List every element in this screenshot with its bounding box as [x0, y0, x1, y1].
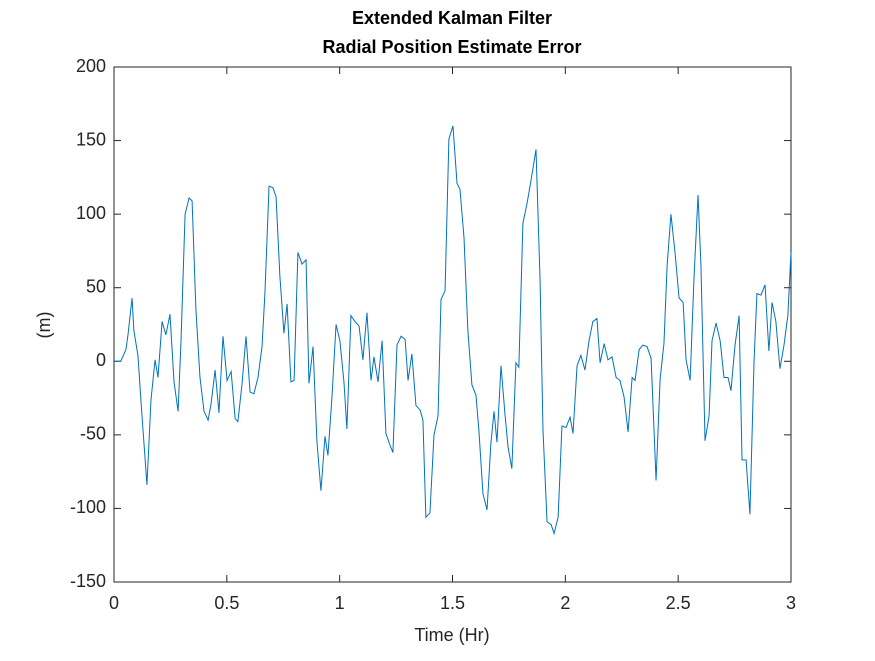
- x-tick-label: 2: [560, 593, 570, 613]
- y-tick-label: 150: [76, 129, 106, 149]
- x-tick-label: 3: [786, 593, 796, 613]
- y-tick-label: -50: [80, 424, 106, 444]
- y-tick-label: 0: [96, 350, 106, 370]
- x-tick-label: 0.5: [214, 593, 239, 613]
- chart-title: Extended Kalman Filter: [352, 8, 552, 28]
- y-tick-label: -100: [70, 497, 106, 517]
- x-tick-label: 1: [335, 593, 345, 613]
- line-series: [114, 125, 792, 536]
- chart-subtitle: Radial Position Estimate Error: [322, 37, 581, 57]
- x-tick-label: 1.5: [440, 593, 465, 613]
- y-tick-label: 50: [86, 276, 106, 296]
- x-axis-label: Time (Hr): [414, 625, 489, 645]
- x-tick-label: 0: [109, 593, 119, 613]
- y-axis-label: (m): [34, 312, 54, 339]
- y-tick-label: -150: [70, 571, 106, 591]
- x-tick-label: 2.5: [666, 593, 691, 613]
- y-tick-label: 100: [76, 203, 106, 223]
- y-tick-label: 200: [76, 56, 106, 76]
